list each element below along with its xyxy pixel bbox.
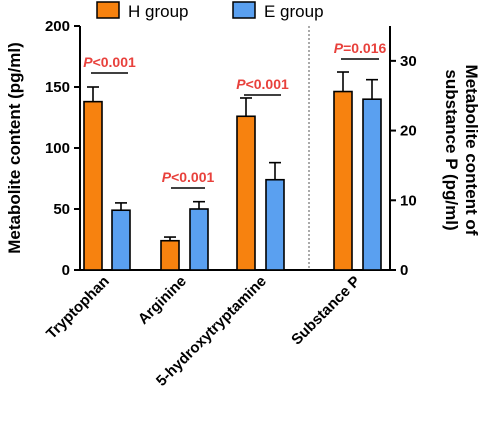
category-label: Substance P (288, 273, 364, 349)
p-value-text: <0.001 (93, 54, 136, 70)
p-symbol: P (334, 40, 344, 56)
right-tick-label: 10 (400, 192, 417, 209)
right-axis-title-line1: Metabolite content of (462, 65, 481, 236)
right-tick-label: 0 (400, 262, 408, 279)
right-axis-ticks: 0 10 20 30 (390, 53, 417, 279)
right-tick-label: 20 (400, 123, 417, 140)
bar-e-group (362, 98, 382, 271)
left-tick-label: 50 (53, 201, 70, 218)
right-tick-label: 30 (400, 53, 417, 70)
legend: H group E group (96, 1, 324, 21)
category-label: Arginine (135, 273, 190, 328)
p-value-label: P<0.001 (236, 76, 289, 92)
p-value-text: <0.001 (246, 76, 289, 92)
bar-h-group (333, 90, 353, 271)
p-value-text: <0.001 (171, 169, 214, 185)
bar-e-group (111, 209, 131, 271)
p-value-text: =0.016 (343, 40, 386, 56)
right-axis-title-line2: substance P (pg/ml) (442, 69, 461, 230)
bars (83, 71, 382, 271)
bar-e-group (189, 208, 209, 271)
p-symbol: P (83, 54, 93, 70)
bar-e-group (265, 178, 285, 271)
bar-h-group (160, 239, 180, 271)
left-tick-label: 200 (45, 18, 70, 35)
p-value-label: P<0.001 (162, 169, 215, 185)
p-symbol: P (162, 169, 172, 185)
left-tick-label: 150 (45, 79, 70, 96)
p-symbol: P (236, 76, 246, 92)
left-axis-ticks: 0 50 100 150 200 (45, 18, 80, 279)
legend-swatch-e-group (232, 1, 256, 19)
p-value-label: P=0.016 (334, 40, 387, 56)
p-value-label: P<0.001 (83, 54, 136, 70)
legend-swatch-h-group (96, 1, 120, 19)
bar-h-group (83, 100, 103, 271)
legend-label-h-group: H group (128, 2, 188, 21)
left-axis-title: Metabolite content (pg/ml) (5, 42, 24, 254)
category-label: Tryptophan (43, 273, 113, 343)
left-tick-label: 0 (62, 262, 70, 279)
left-tick-label: 100 (45, 140, 70, 157)
legend-label-e-group: E group (264, 2, 324, 21)
bar-h-group (236, 115, 256, 271)
